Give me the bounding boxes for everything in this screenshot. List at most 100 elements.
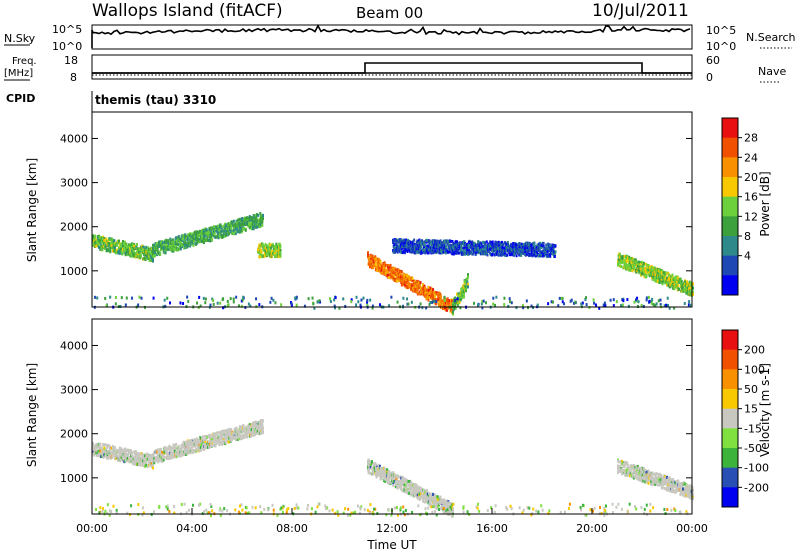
nsearch-tick-high: 10^5 [706,24,736,37]
range-cell [199,448,202,452]
range-cell [449,303,452,307]
colorbar-tick-label: 8 [744,230,751,243]
range-cell [430,297,433,301]
range-cell [473,301,476,305]
range-cell [189,451,192,455]
range-cell [453,306,456,310]
range-cell [173,454,176,458]
range-cell [367,255,369,259]
range-cell [248,221,251,225]
range-cell [99,238,102,242]
range-cell [187,444,190,448]
range-cell [142,245,145,249]
range-cell [120,296,123,300]
nave-label: Nave [758,65,786,78]
range-cell [413,238,416,242]
range-cell [473,242,476,246]
range-cell [103,449,106,453]
range-cell [455,251,458,255]
range-cell [134,461,137,465]
range-cell [461,290,464,294]
range-cell [271,249,274,253]
nave-tick-low: 0 [706,71,713,84]
range-cell [209,232,212,236]
range-cell [112,247,114,251]
range-cell [491,243,494,247]
range-cell [491,252,494,256]
range-cell [650,302,653,306]
range-cell [204,297,207,301]
range-cell [533,241,536,245]
range-cell [439,293,442,297]
range-cell [101,248,104,252]
range-cell [388,264,391,268]
range-cell [522,306,525,310]
range-cell [177,234,180,238]
range-cell [145,250,148,254]
range-cell [458,295,461,299]
range-cell [432,288,435,292]
range-cell [673,287,676,291]
range-cell [112,244,115,248]
range-cell [203,441,206,445]
range-cell [405,243,408,247]
range-cell [497,253,500,257]
range-cell [104,245,107,249]
range-cell [223,439,226,443]
range-cell [503,303,506,307]
range-cell [414,251,417,255]
range-cell [430,240,433,244]
range-cell [373,261,376,265]
range-cell [458,243,461,247]
station-title: Wallops Island (fitACF) [92,1,283,21]
range-cell [148,456,150,460]
range-cell [220,235,223,239]
range-cell [196,240,199,244]
range-cell [274,301,277,305]
range-cell [238,217,241,221]
range-cell [653,266,656,270]
range-cell [654,279,657,283]
range-cell [454,240,457,244]
range-cell [102,237,104,241]
range-cell [670,277,673,281]
range-cell [112,249,114,253]
range-cell [621,257,624,261]
range-cell [467,248,470,252]
range-cell [370,256,373,260]
range-cell [626,256,629,260]
range-cell [174,446,177,450]
range-cell [370,259,373,263]
range-cell [225,229,228,233]
range-cell [522,251,525,255]
range-cell [540,245,543,249]
range-cell [214,444,217,448]
range-cell [133,460,136,464]
range-cell [546,248,549,252]
range-cell [159,241,162,245]
range-cell [368,256,371,260]
range-cell [129,451,132,455]
range-cell [665,279,668,283]
range-cell [142,248,145,252]
range-cell [210,235,213,239]
range-cell [93,239,96,243]
range-cell [626,298,629,302]
range-cell [199,236,202,240]
range-cell [482,240,485,244]
nsky-tick-low: 10^0 [52,40,82,53]
range-cell [366,303,369,307]
range-cell [676,283,679,287]
range-cell [156,247,159,251]
range-cell [275,242,278,246]
range-cell [429,301,432,305]
range-cell [197,445,200,449]
range-cell [432,241,435,245]
range-cell [414,289,417,293]
range-cell [448,299,451,303]
range-cell [158,451,161,455]
range-cell [488,245,491,249]
range-cell [486,247,489,251]
range-cell [150,462,153,466]
range-cell [495,252,498,256]
